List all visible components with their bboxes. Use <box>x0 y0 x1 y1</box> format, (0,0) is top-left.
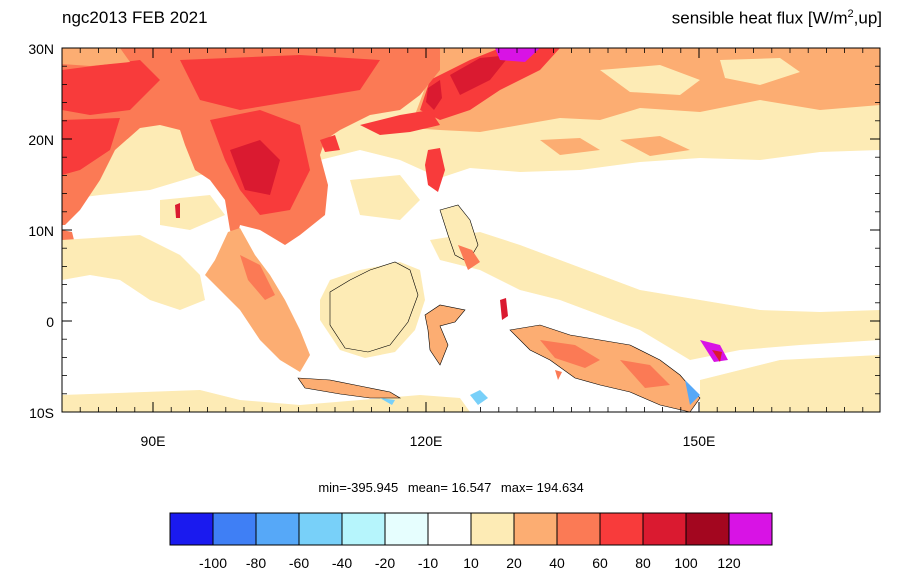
lat-label-10s: 10S <box>29 405 54 421</box>
stat-mean: mean= 16.547 <box>407 480 492 495</box>
lat-label-0: 0 <box>46 314 54 330</box>
lat-label-10n: 10N <box>28 223 54 239</box>
stat-max: max= 194.634 <box>500 480 584 495</box>
plot-title-left: ngc2013 FEB 2021 <box>62 8 208 27</box>
plot-title-right: sensible heat flux [W/m2,up] <box>671 8 882 28</box>
lon-label-120e: 120E <box>410 433 443 449</box>
lon-label-90e: 90E <box>141 433 166 449</box>
lat-label-20n: 20N <box>28 132 54 148</box>
lon-label-150e: 150E <box>683 433 716 449</box>
stats-line: min=-395.945 mean= 16.547 max= 194.634 <box>0 480 902 495</box>
map-field <box>62 48 880 412</box>
lat-label-30n: 30N <box>28 41 54 57</box>
minor-ticks <box>61 47 880 413</box>
stat-min: min=-395.945 <box>318 480 399 495</box>
